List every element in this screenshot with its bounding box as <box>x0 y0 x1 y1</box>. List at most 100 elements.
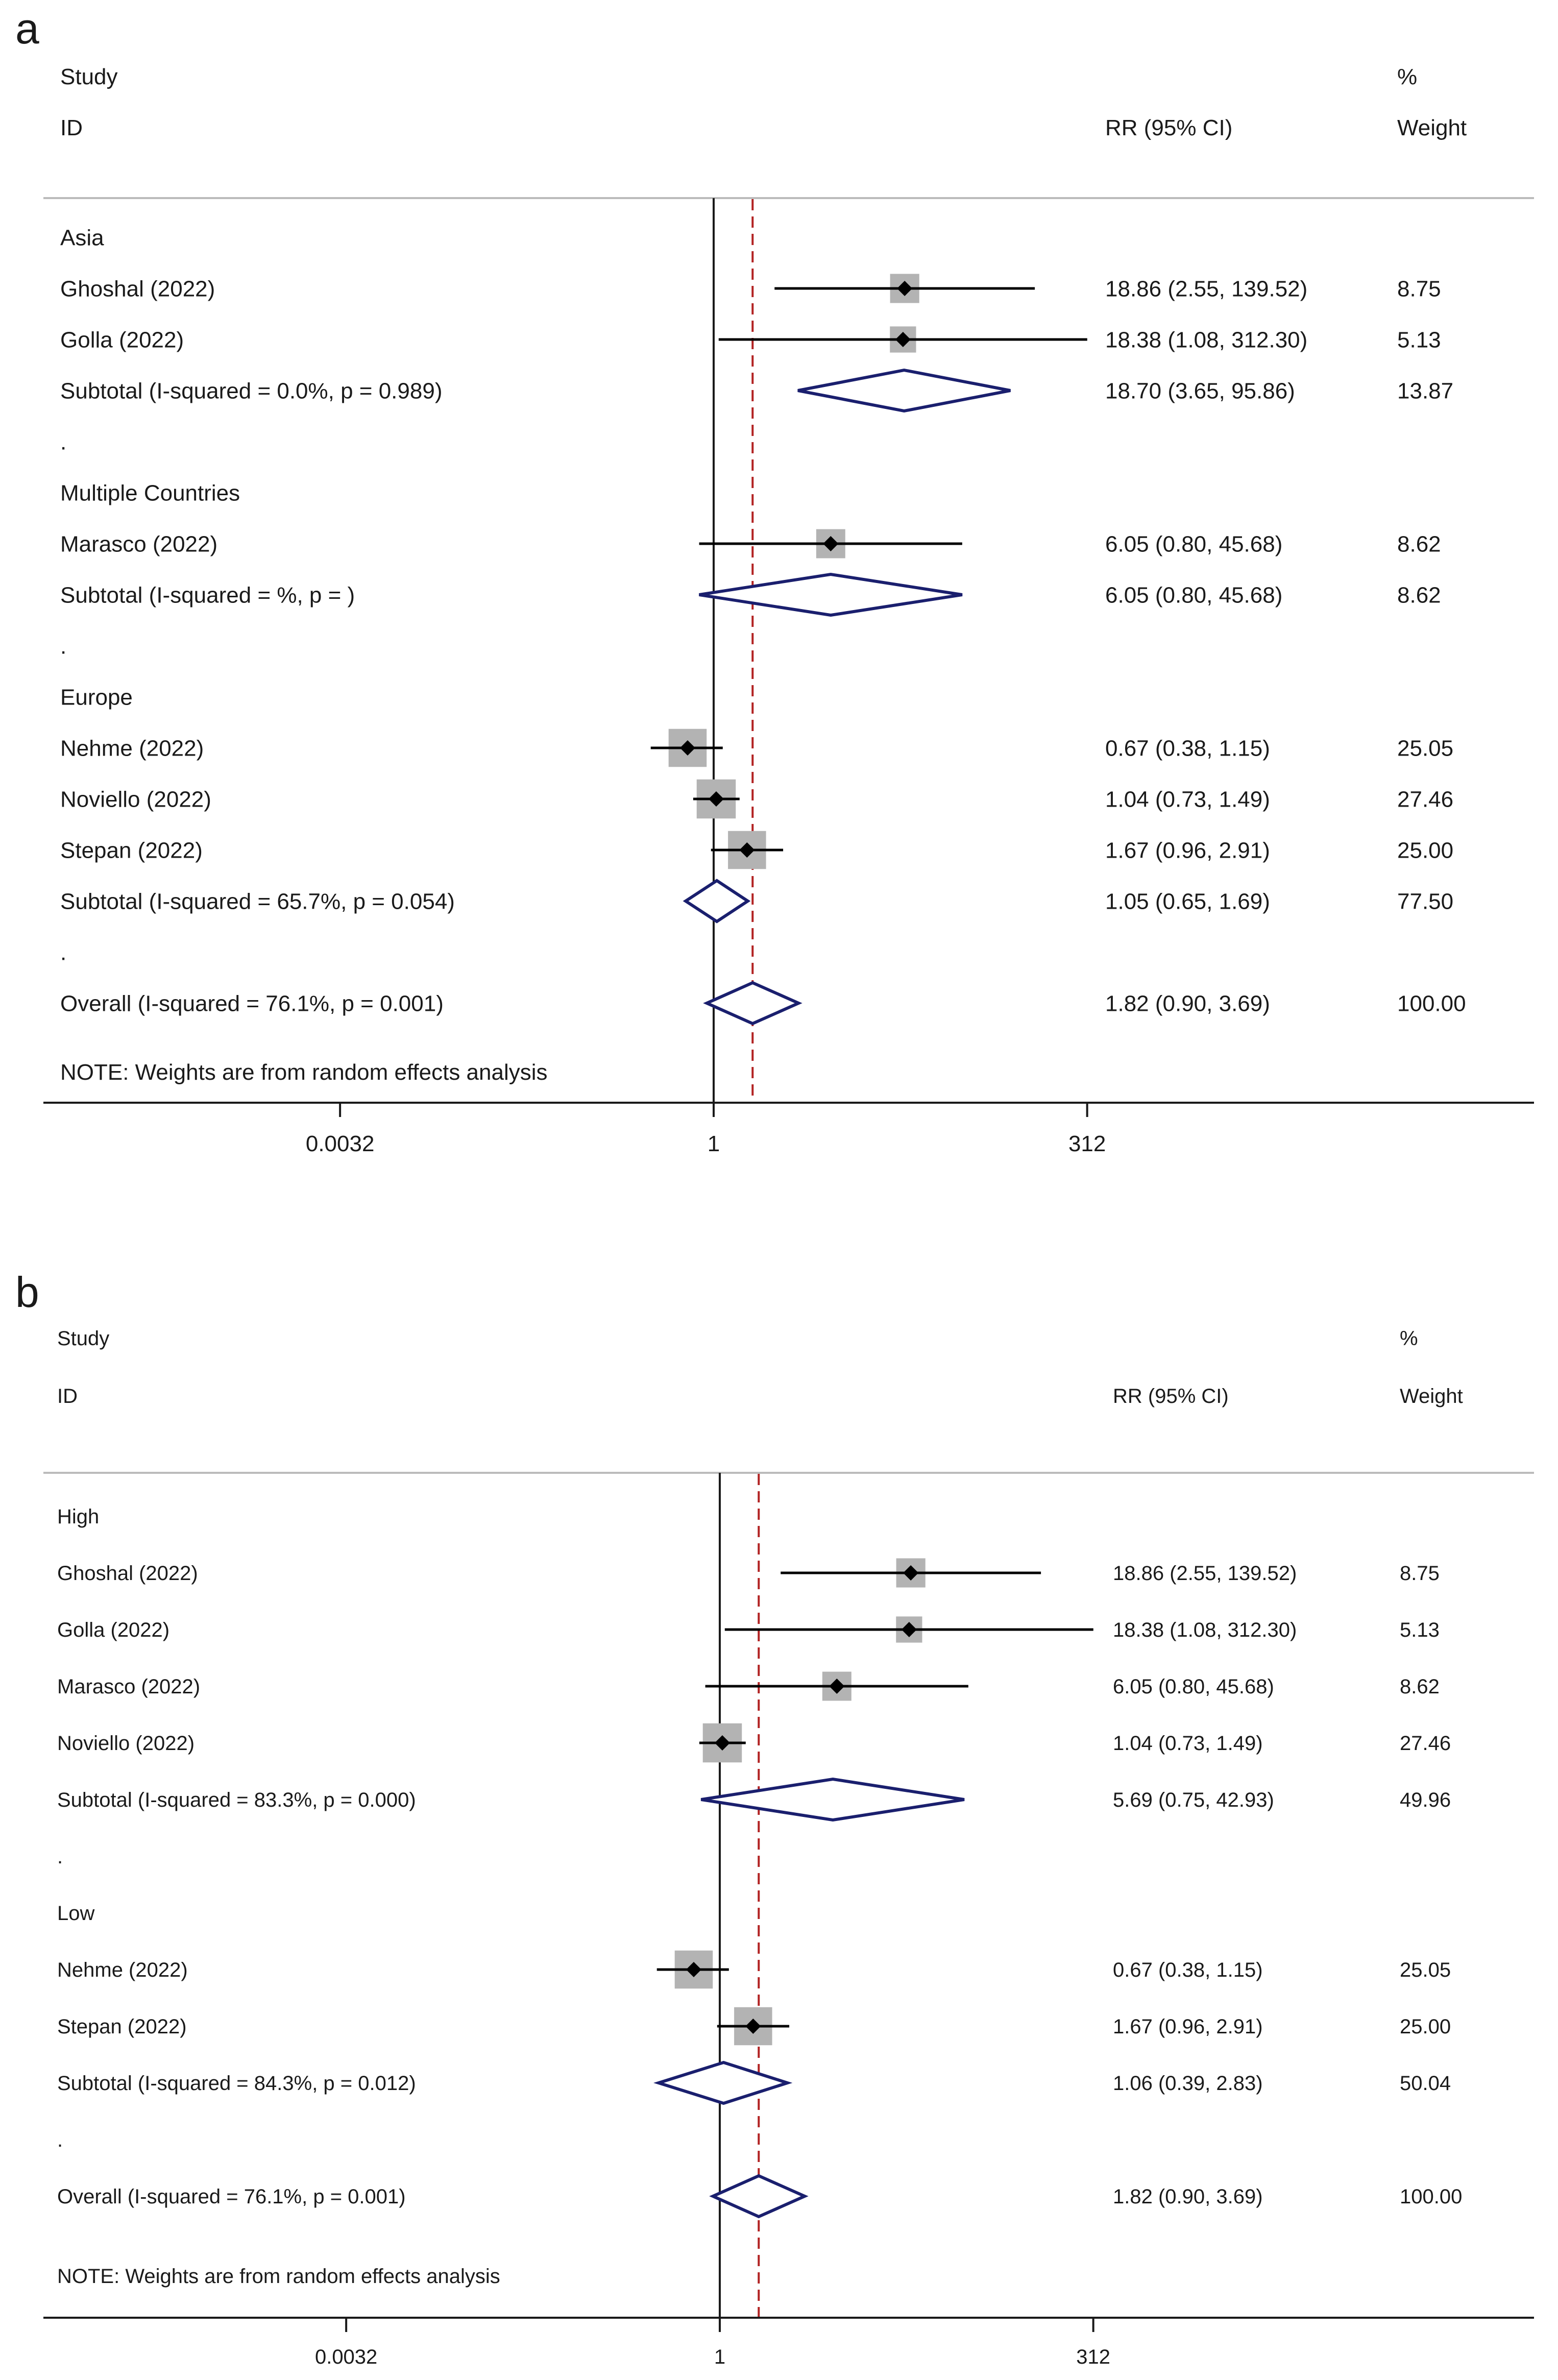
header-percent: % <box>1400 1327 1418 1350</box>
study-label: Noviello (2022) <box>60 787 211 812</box>
weight-text: 5.13 <box>1397 327 1441 352</box>
point-estimate <box>897 281 913 296</box>
x-tick-label: 1 <box>714 2346 725 2368</box>
study-label: Ghoshal (2022) <box>60 276 215 301</box>
group-spacer: . <box>60 940 66 965</box>
effect-ci-text: 6.05 (0.80, 45.68) <box>1113 1675 1274 1698</box>
weight-text: 8.62 <box>1400 1675 1440 1698</box>
subtotal-label: Subtotal (I-squared = 65.7%, p = 0.054) <box>60 889 455 914</box>
effect-ci-text: 1.05 (0.65, 1.69) <box>1105 889 1270 914</box>
weight-text: 8.75 <box>1400 1562 1440 1585</box>
effect-ci-text: 6.05 (0.80, 45.68) <box>1105 531 1282 556</box>
x-tick-label: 312 <box>1068 1131 1106 1156</box>
effect-ci-text: 1.82 (0.90, 3.69) <box>1105 991 1270 1016</box>
header-weight: Weight <box>1400 1385 1463 1407</box>
group-spacer: . <box>57 1845 63 1868</box>
subtotal-label: Subtotal (I-squared = 84.3%, p = 0.012) <box>57 2072 416 2095</box>
forest-plot-panel-a: a Study % ID RR (95% CI) Weight Asia Ghoshal (2… <box>15 5 1534 1156</box>
effect-ci-text: 18.38 (1.08, 312.30) <box>1113 1619 1297 1641</box>
study-label: Nehme (2022) <box>57 1959 188 1981</box>
effect-ci-text: 0.67 (0.38, 1.15) <box>1113 1959 1263 1981</box>
group-label: High <box>57 1505 99 1528</box>
weight-text: 8.62 <box>1397 582 1441 608</box>
point-estimate <box>895 332 911 347</box>
weight-text: 8.62 <box>1397 531 1441 556</box>
effect-ci-text: 1.82 (0.90, 3.69) <box>1113 2185 1263 2208</box>
group-label: Europe <box>60 685 133 710</box>
weight-text: 8.75 <box>1397 276 1441 301</box>
effect-ci-text: 1.67 (0.96, 2.91) <box>1105 838 1270 863</box>
weight-text: 25.05 <box>1400 1959 1451 1981</box>
weight-text: 25.00 <box>1397 838 1453 863</box>
effect-ci-text: 0.67 (0.38, 1.15) <box>1105 736 1270 761</box>
x-tick-label: 0.0032 <box>306 1131 375 1156</box>
weights-note: NOTE: Weights are from random effects an… <box>57 2265 500 2288</box>
weight-text: 25.05 <box>1397 736 1453 761</box>
point-estimate <box>829 1679 845 1694</box>
header-study: Study <box>57 1327 109 1350</box>
header-percent: % <box>1397 64 1417 89</box>
subtotal-label: Subtotal (I-squared = %, p = ) <box>60 582 355 608</box>
header-weight: Weight <box>1397 115 1467 140</box>
group-label: Low <box>57 1902 94 1925</box>
subtotal-label: Subtotal (I-squared = 0.0%, p = 0.989) <box>60 378 442 403</box>
group-spacer: . <box>60 634 66 659</box>
effect-ci-text: 5.69 (0.75, 42.93) <box>1113 1789 1274 1811</box>
point-estimate <box>739 842 755 858</box>
subtotal-label: Subtotal (I-squared = 83.3%, p = 0.000) <box>57 1789 416 1811</box>
point-estimate <box>714 1735 730 1751</box>
study-label: Marasco (2022) <box>57 1675 200 1698</box>
forest-plot-panel-b: b Study % ID RR (95% CI) Weight High Ghoshal (2… <box>15 1268 1534 2368</box>
effect-ci-text: 1.67 (0.96, 2.91) <box>1113 2015 1263 2038</box>
weight-text: 5.13 <box>1400 1619 1440 1641</box>
study-label: Nehme (2022) <box>60 736 204 761</box>
header-id: ID <box>60 115 83 140</box>
study-label: Stepan (2022) <box>57 2015 187 2038</box>
x-tick-label: 0.0032 <box>315 2346 377 2368</box>
point-estimate <box>708 791 724 807</box>
weight-text: 77.50 <box>1397 889 1453 914</box>
point-estimate <box>686 1962 701 1977</box>
effect-ci-text: 18.86 (2.55, 139.52) <box>1113 1562 1297 1585</box>
effect-ci-text: 1.04 (0.73, 1.49) <box>1113 1732 1263 1755</box>
weight-text: 27.46 <box>1400 1732 1451 1755</box>
study-label: Marasco (2022) <box>60 531 217 556</box>
effect-ci-text: 1.06 (0.39, 2.83) <box>1113 2072 1263 2095</box>
subtotal-diamond <box>699 572 963 617</box>
weight-text: 100.00 <box>1397 991 1466 1016</box>
point-estimate <box>903 1565 919 1581</box>
study-label: Stepan (2022) <box>60 838 203 863</box>
subtotal-diamond <box>653 2060 793 2105</box>
group-spacer: . <box>60 429 66 454</box>
group-spacer: . <box>57 2129 63 2151</box>
overall-label: Overall (I-squared = 76.1%, p = 0.001) <box>60 991 444 1016</box>
point-estimate <box>901 1622 917 1637</box>
group-label: Asia <box>60 225 104 250</box>
header-effect: RR (95% CI) <box>1105 115 1232 140</box>
effect-ci-text: 6.05 (0.80, 45.68) <box>1105 582 1282 608</box>
overall-diamond <box>703 981 802 1026</box>
study-label: Noviello (2022) <box>57 1732 194 1755</box>
weight-text: 25.00 <box>1400 2015 1451 2038</box>
weight-text: 27.46 <box>1397 787 1453 812</box>
header-effect: RR (95% CI) <box>1113 1385 1229 1407</box>
effect-ci-text: 18.86 (2.55, 139.52) <box>1105 276 1307 301</box>
point-estimate <box>679 740 695 756</box>
weight-text: 100.00 <box>1400 2185 1462 2208</box>
subtotal-diamond <box>700 1777 965 1822</box>
group-label: Multiple Countries <box>60 480 240 505</box>
header-study: Study <box>60 64 118 89</box>
point-estimate <box>823 536 839 551</box>
overall-diamond <box>709 2174 809 2219</box>
weights-note: NOTE: Weights are from random effects an… <box>60 1060 548 1085</box>
weight-text: 50.04 <box>1400 2072 1451 2095</box>
effect-ci-text: 18.70 (3.65, 95.86) <box>1105 378 1295 403</box>
panel-label: b <box>15 1268 39 1316</box>
point-estimate <box>745 2019 761 2034</box>
weight-text: 13.87 <box>1397 378 1453 403</box>
study-label: Golla (2022) <box>57 1619 169 1641</box>
panel-label: a <box>15 5 39 53</box>
weight-text: 49.96 <box>1400 1789 1451 1811</box>
x-tick-label: 1 <box>708 1131 720 1156</box>
